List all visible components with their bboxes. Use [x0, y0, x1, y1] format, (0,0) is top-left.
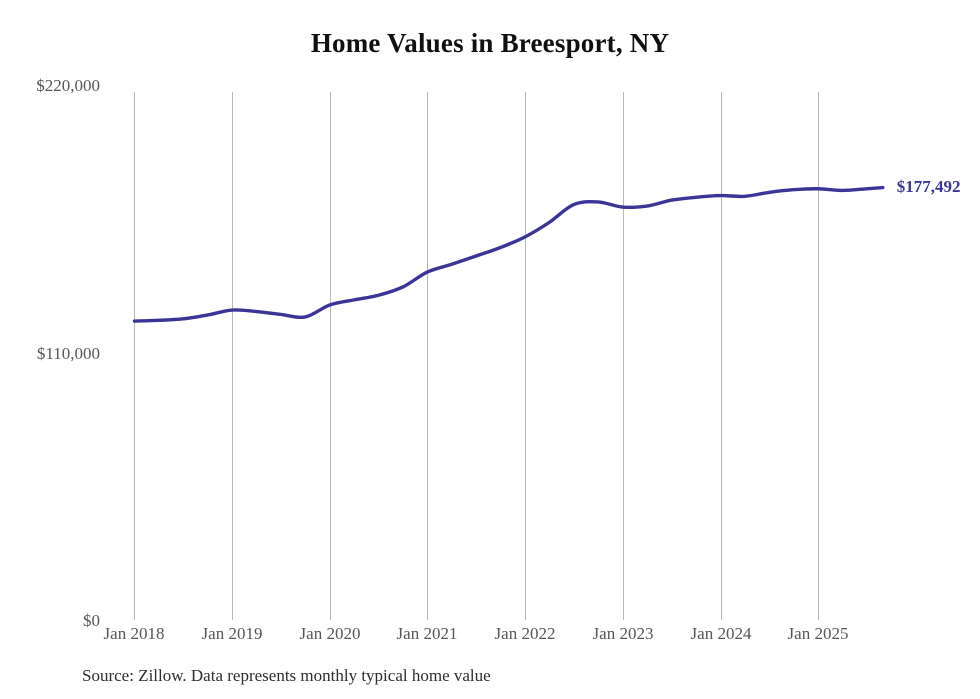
x-tick-label-jan-2022: Jan 2022	[494, 624, 556, 643]
end-value-label: $177,492	[896, 176, 961, 196]
x-tick-label-jan-2023: Jan 2023	[592, 624, 654, 643]
chart-title: Home Values in Breesport, NY	[310, 28, 670, 58]
y-tick-label-0: $0	[83, 611, 100, 630]
source-note: Source: Zillow. Data represents monthly …	[82, 666, 491, 685]
x-tick-label-jan-2019: Jan 2019	[201, 624, 263, 643]
x-tick-label-jan-2025: Jan 2025	[787, 624, 849, 643]
x-tick-label-jan-2024: Jan 2024	[690, 624, 752, 643]
x-tick-label-jan-2018: Jan 2018	[103, 624, 165, 643]
y-tick-label-220000: $220,000	[36, 76, 100, 95]
gridlines	[134, 92, 819, 620]
x-tick-label-jan-2021: Jan 2021	[396, 624, 458, 643]
series-line-typical-home-value	[132, 185, 885, 323]
x-tick-label-jan-2020: Jan 2020	[299, 624, 361, 643]
y-tick-label-110000: $110,000	[36, 344, 100, 363]
